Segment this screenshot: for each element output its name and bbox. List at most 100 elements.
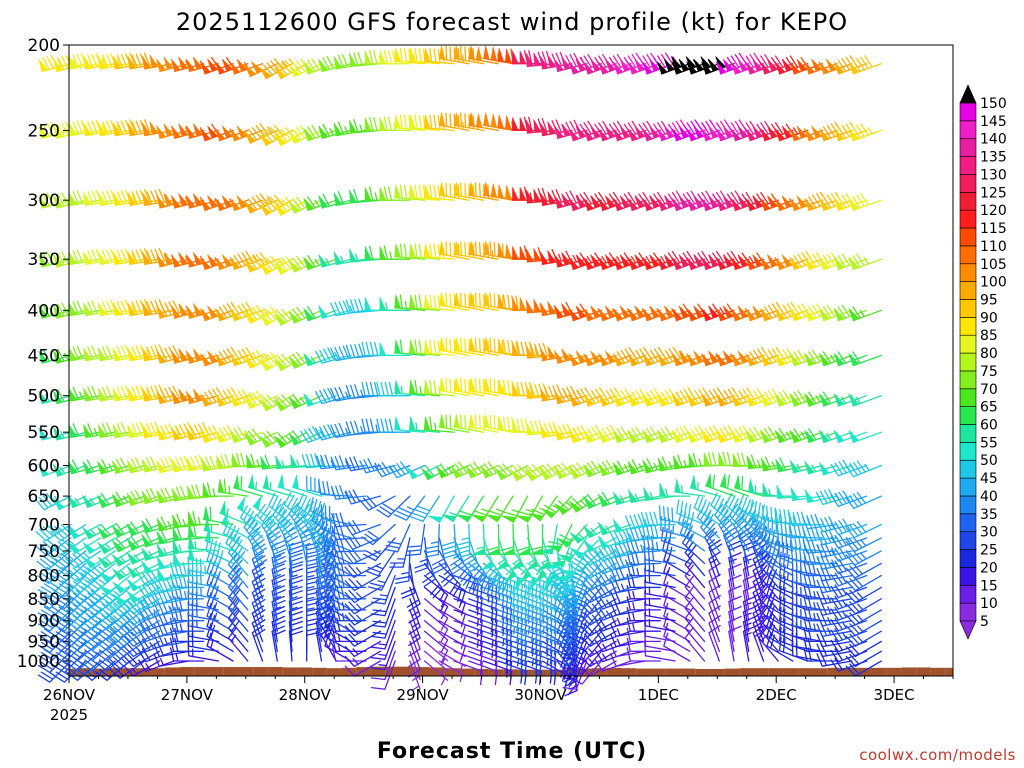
wind-barb [790, 545, 824, 565]
wind-barb [376, 418, 411, 433]
wind-barb [322, 526, 352, 552]
terrain-column [945, 667, 953, 676]
wind-barb [123, 608, 161, 626]
wind-barb [379, 245, 411, 260]
wind-barb [408, 243, 440, 260]
colorbar-tick-label: 75 [980, 364, 998, 380]
wind-barb [318, 55, 352, 73]
wind-barb [153, 621, 190, 638]
wind-barb [559, 550, 588, 578]
colorbar-swatch [959, 227, 977, 247]
wind-barb [206, 547, 234, 577]
x-tick-label: 29NOV [397, 686, 450, 704]
wind-barb [66, 598, 102, 619]
wind-barb [262, 475, 293, 497]
colorbar-tick-label: 85 [980, 328, 998, 344]
wind-barb [510, 537, 524, 571]
wind-barb [80, 650, 116, 672]
wind-barb [288, 351, 323, 369]
terrain-column [356, 667, 372, 676]
wind-barb [187, 510, 219, 526]
wind-barb [309, 496, 337, 526]
terrain-column [150, 668, 165, 676]
wind-barb [361, 523, 396, 546]
wind-barb [394, 416, 426, 433]
wind-barb [247, 474, 278, 497]
wind-barb [583, 523, 617, 539]
wind-barb [733, 515, 750, 552]
wind-barb [36, 550, 72, 571]
wind-barb [626, 637, 661, 652]
wind-barb [845, 609, 882, 626]
wind-barb [583, 460, 617, 478]
wind-barb [830, 490, 868, 508]
wind-barb [803, 617, 838, 632]
wind-barb [660, 526, 691, 552]
wind-barb [379, 50, 411, 65]
colorbar-tick-label: 145 [980, 114, 1007, 130]
wind-barb [527, 598, 557, 623]
wind-barb [438, 630, 466, 660]
wind-barb [365, 550, 396, 577]
wind-barb [774, 428, 809, 444]
wind-barb [848, 123, 882, 142]
wind-barb [252, 495, 278, 526]
wind-barb [123, 650, 161, 667]
wind-barb [37, 640, 72, 664]
colorbar-over-arrow [959, 84, 977, 104]
wind-barb [246, 453, 278, 469]
wind-barb [791, 601, 824, 622]
colorbar-swatch [959, 263, 977, 282]
colorbar-swatch [959, 370, 977, 390]
wind-barb [315, 387, 352, 405]
terrain-column [798, 668, 814, 676]
y-tick-label: 750 [28, 542, 60, 562]
wind-barb [816, 542, 853, 558]
wind-barb [400, 562, 416, 599]
terrain-column [842, 667, 858, 676]
wind-barb [153, 588, 190, 605]
wind-barb [333, 191, 367, 207]
wind-barb [271, 595, 286, 632]
wind-barb [344, 660, 382, 677]
wind-barb [288, 394, 323, 410]
wind-barb [818, 351, 853, 367]
wind-barb [394, 47, 426, 65]
wind-barb [471, 523, 486, 556]
wind-barb [52, 574, 87, 598]
wind-barb [187, 601, 219, 622]
wind-barbs [35, 45, 882, 697]
wind-barb [626, 596, 661, 611]
wind-barb [259, 58, 293, 80]
y-tick-label: 650 [28, 487, 60, 507]
wind-barb [438, 414, 470, 433]
wind-barb [708, 562, 721, 600]
wind-barb [370, 630, 396, 660]
y-tick-label: 200 [28, 36, 60, 56]
wind-barb [37, 609, 72, 632]
x-year-label: 2025 [50, 706, 88, 724]
wind-barb [422, 550, 437, 587]
wind-barb [123, 620, 161, 637]
wind-barb [305, 475, 337, 497]
x-tick-label: 28NOV [279, 686, 332, 704]
wind-barb [676, 499, 706, 526]
wind-barb [318, 123, 352, 139]
wind-barb [640, 511, 676, 527]
wind-barb [789, 428, 824, 444]
wind-barb [408, 294, 440, 311]
wind-barb [271, 585, 286, 622]
wind-barb [283, 492, 308, 526]
wind-barb [237, 496, 264, 526]
wind-barb [527, 609, 557, 635]
wind-barb [379, 297, 411, 311]
wind-barb [311, 507, 337, 539]
wind-barb [345, 384, 382, 399]
wind-barb [126, 489, 161, 507]
wind-barb [370, 660, 396, 690]
wind-barb [383, 523, 411, 553]
colorbar-tick-label: 120 [980, 203, 1007, 219]
wind-barb [244, 193, 278, 214]
wind-barb [482, 609, 513, 635]
wind-barb [845, 491, 882, 509]
